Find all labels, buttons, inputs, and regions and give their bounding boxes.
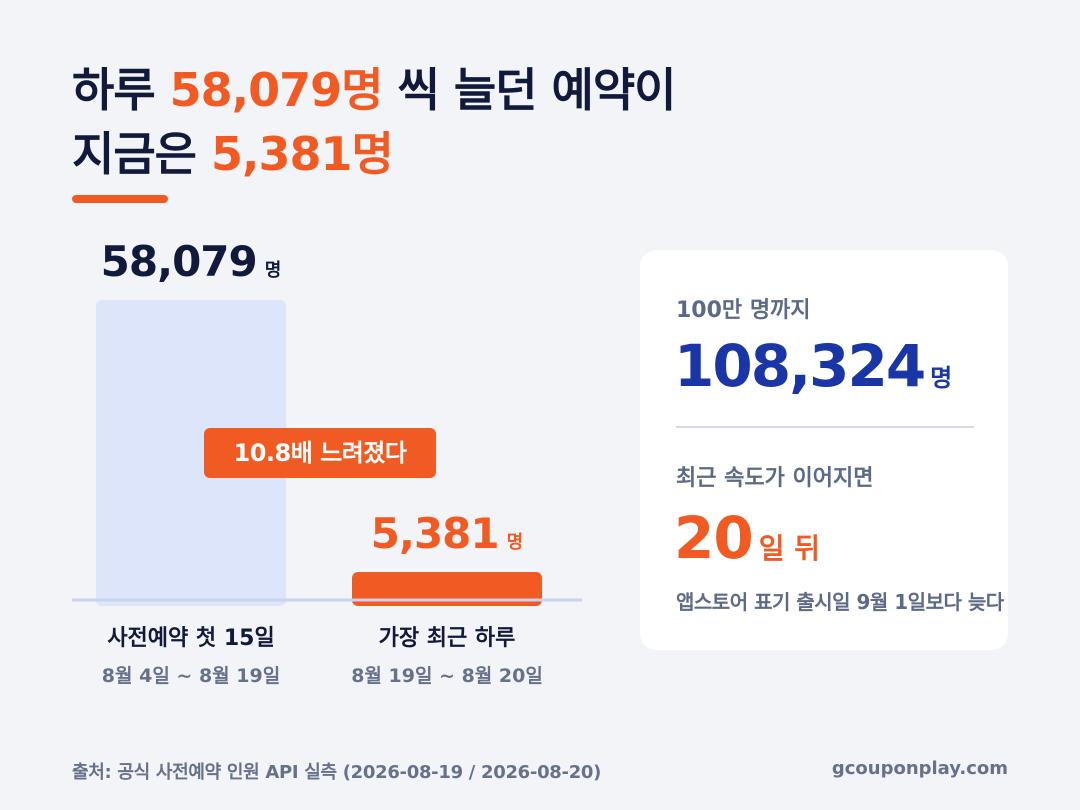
date-range-label-2: 8월 19일 ~ 8월 20일: [351, 665, 543, 687]
forecast-label: 최근 속도가 이어지면: [676, 466, 874, 491]
remaining-value: 108,324 명: [674, 332, 952, 400]
bar-2: [352, 572, 542, 606]
headline: 하루 58,079명 씩 늘던 예약이 지금은 5,381명: [72, 58, 677, 186]
remaining-label: 100만 명까지: [676, 298, 811, 323]
bar-value-label-2: 5,381 명: [371, 509, 523, 558]
headline-daily-now: 5,381명: [210, 127, 394, 181]
headline-line-1: 하루 58,079명 씩 늘던 예약이: [72, 58, 677, 122]
source-note: 출처: 공식 사전예약 인원 API 실측 (2026-08-19 / 2026…: [72, 762, 602, 783]
remaining-number: 108,324: [674, 332, 926, 400]
remaining-unit: 명: [930, 364, 953, 392]
headline-line-2: 지금은 5,381명: [72, 122, 675, 186]
forecast-number: 20: [674, 504, 754, 572]
bar-value-label-1: 58,079 명: [101, 237, 282, 286]
headline-line-1-suffix: 씩 늘던 예약이: [382, 63, 677, 117]
forecast-value: 20 일 뒤: [674, 504, 820, 572]
card-divider: [676, 426, 974, 428]
headline-daily-before: 58,079명: [169, 63, 384, 117]
forecast-card: 100만 명까지 108,324 명 최근 속도가 이어지면 20 일 뒤 앱스토어…: [640, 250, 1008, 650]
category-label-2: 가장 최근 하루: [379, 626, 516, 651]
headline-underline: [72, 195, 168, 203]
category-label-1: 사전예약 첫 15일: [107, 626, 274, 651]
date-range-label-1: 8월 4일 ~ 8월 19일: [102, 665, 280, 687]
forecast-note: 앱스토어 표기 출시일 9월 1일보다 늦다: [676, 590, 1004, 614]
forecast-unit: 일 뒤: [758, 532, 820, 565]
bar-1: [96, 300, 286, 606]
headline-line-1-prefix: 하루: [72, 63, 170, 117]
headline-line-2-prefix: 지금은: [72, 127, 211, 181]
slowdown-badge: 10.8배 느려졌다: [204, 428, 436, 478]
site-url: gcouponplay.com: [831, 758, 1008, 779]
